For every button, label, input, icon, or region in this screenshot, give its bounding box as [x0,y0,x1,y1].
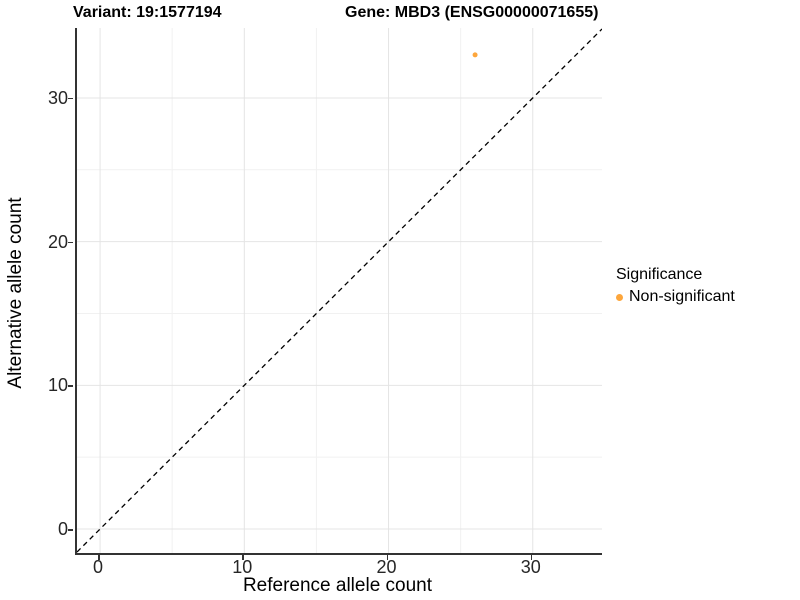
legend-entry-label: Non-significant [629,288,735,305]
y-tick-mark [68,529,73,531]
y-tick-label: 30 [47,87,68,108]
x-axis-title: Reference allele count [242,575,433,596]
y-tick-label: 20 [47,231,68,252]
x-tick-label: 30 [520,557,541,577]
legend: Significance Non-significant [614,266,735,306]
x-tick-mark [386,555,389,560]
x-tick-label: 0 [93,557,104,577]
x-tick-label: 10 [232,557,253,577]
y-tick-label: 0 [57,519,68,539]
y-tick-mark [68,241,73,244]
plot-canvas [77,28,602,553]
data-point [472,52,478,58]
y-tick-mark [68,97,73,100]
legend-title: Significance [616,266,703,283]
x-tick-label: 20 [376,557,397,577]
x-tick-mark [98,555,100,560]
x-tick-mark [242,555,244,560]
y-axis-title: Alternative allele count [5,197,26,389]
legend-point-icon [616,293,623,301]
plot-title-gene: Gene: MBD3 (ENSG00000071655) [345,4,599,21]
identity-line [77,28,602,553]
plot-panel [75,28,602,555]
plot-title-variant: Variant: 19:1577194 [73,4,222,21]
x-tick-mark [530,555,533,560]
y-tick-mark [68,385,73,387]
legend-entry: Non-significant [614,288,735,306]
y-tick-label: 10 [47,375,68,396]
